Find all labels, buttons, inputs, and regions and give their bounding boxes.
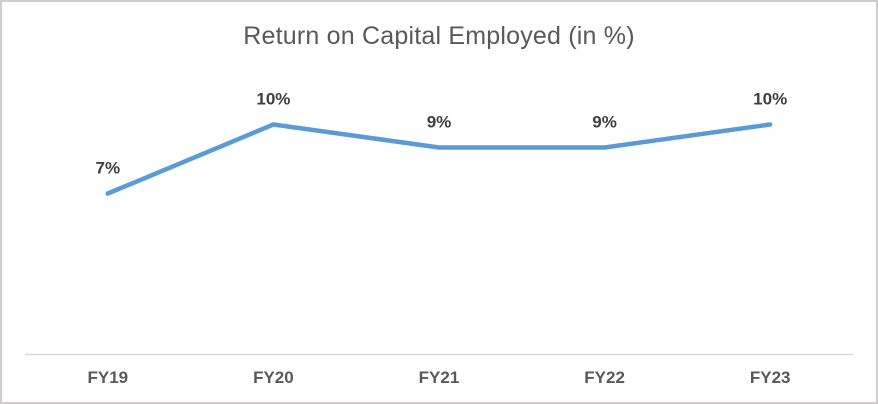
x-axis-tick-label: FY22 — [584, 368, 625, 387]
data-label: 10% — [256, 90, 290, 109]
data-label: 9% — [592, 113, 617, 132]
x-axis-tick-label: FY20 — [253, 368, 294, 387]
roce-line-series — [105, 122, 773, 196]
data-label: 7% — [96, 159, 121, 178]
data-label: 9% — [427, 113, 452, 132]
x-axis-tick-label: FY21 — [419, 368, 460, 387]
x-axis-tick-label: FY19 — [87, 368, 128, 387]
data-label: 10% — [753, 90, 787, 109]
x-axis-tick-label: FY23 — [750, 368, 791, 387]
chart-title: Return on Capital Employed (in %) — [243, 22, 635, 50]
